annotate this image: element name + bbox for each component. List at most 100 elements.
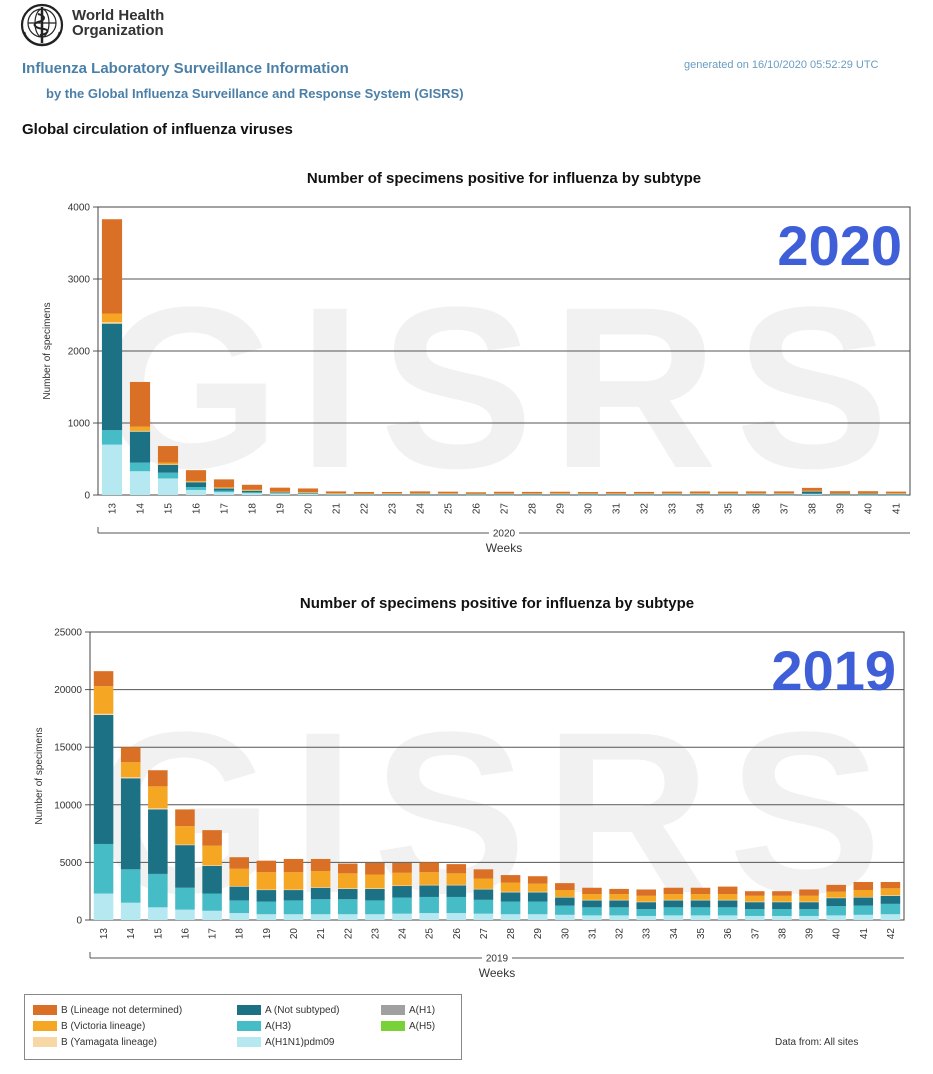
bar-segment-b-victoria [353, 493, 375, 494]
bar-segment-b-yamagata [283, 889, 304, 891]
bar-segment-a-h3 [465, 494, 487, 495]
bar-segment-b-lineage-nd [527, 876, 548, 884]
x-tick-label: 16 [180, 928, 191, 940]
bar-segment-b-victoria [744, 895, 765, 902]
x-tick-label: 34 [669, 928, 680, 940]
bar-segment-b-yamagata [229, 886, 250, 887]
bar-segment-b-victoria [185, 480, 207, 482]
bar-segment-a-h1n1pdm09 [577, 494, 599, 496]
bar-segment-a-h1n1pdm09 [801, 494, 823, 495]
bar-segment-b-victoria [148, 786, 168, 809]
bar-segment-b-lineage-nd [717, 491, 739, 494]
bar-segment-a-h3 [93, 843, 114, 894]
bar-segment-a-not-subtyped [229, 886, 250, 901]
bar-segment-b-lineage-nd [337, 863, 358, 874]
legend-swatch [237, 1037, 261, 1048]
bar-segment-a-h1n1pdm09 [213, 492, 235, 495]
bar-segment-b-victoria [605, 493, 627, 494]
bar-segment-a-h1n1pdm09 [829, 494, 851, 496]
bar-segment-b-victoria [129, 426, 151, 431]
bar-segment-a-h1n1pdm09 [310, 914, 331, 920]
bar-segment-a-not-subtyped [744, 902, 765, 910]
legend: B (Lineage not determined) B (Victoria l… [24, 994, 462, 1060]
bar-segment-b-lineage-nd [555, 883, 575, 891]
y-axis-label: Number of specimens [34, 727, 45, 824]
bar-segment-a-not-subtyped [202, 865, 222, 894]
bar-segment-b-victoria [465, 493, 487, 494]
bar-segment-a-h1n1pdm09 [773, 494, 795, 496]
bar-segment-a-not-subtyped [826, 898, 846, 907]
x-tick-label: 13 [99, 928, 110, 940]
x-tick-label: 21 [316, 928, 327, 940]
x-tick-label: 27 [479, 928, 490, 940]
bar-segment-a-not-subtyped [717, 493, 739, 495]
year-label: 2019 [486, 954, 509, 965]
bar-segment-a-not-subtyped [801, 491, 823, 494]
bar-segment-b-lineage-nd [633, 491, 655, 494]
legend-item-a-h5: A(H5) [381, 1021, 435, 1033]
bar-segment-a-not-subtyped [269, 492, 291, 494]
x-tick-label: 28 [528, 503, 539, 515]
bar-segment-b-victoria [241, 489, 263, 491]
bar-segment-b-victoria [773, 493, 795, 494]
x-tick-label: 33 [668, 503, 679, 515]
x-tick-label: 40 [832, 928, 843, 940]
bar-segment-b-lineage-nd [409, 491, 431, 494]
bar-segment-b-lineage-nd [310, 858, 331, 872]
bar-segment-b-lineage-nd [185, 470, 207, 481]
y-tick-label: 0 [84, 491, 90, 502]
bar-segment-b-lineage-nd [148, 770, 168, 787]
bar-segment-a-h3 [297, 493, 319, 494]
bar-segment-a-h3 [437, 494, 459, 495]
bar-segment-a-not-subtyped [689, 493, 711, 495]
legend-swatch [381, 1021, 405, 1032]
bar-segment-a-h3 [745, 494, 767, 495]
legend-item-b-yamagata: B (Yamagata lineage) [33, 1037, 157, 1049]
bar-segment-a-h3 [633, 494, 655, 495]
bar-segment-a-h3 [175, 887, 195, 910]
bar-segment-a-h3 [527, 901, 548, 915]
year-label-bg [482, 952, 512, 964]
bar-segment-b-victoria [310, 871, 331, 888]
x-tick-label: 39 [805, 928, 816, 940]
x-tick-label: 24 [416, 503, 427, 515]
watermark-text: GISRS [101, 259, 907, 516]
bar-segment-b-yamagata [256, 889, 277, 891]
bar-segment-b-yamagata [582, 899, 602, 901]
bar-segment-b-lineage-nd [829, 491, 851, 493]
bar-segment-b-victoria [717, 493, 739, 494]
bar-segment-a-not-subtyped [636, 902, 657, 910]
x-tick-label: 22 [343, 928, 354, 940]
bar-segment-a-not-subtyped [473, 889, 494, 900]
bar-segment-a-h3 [689, 494, 711, 495]
bar-segment-b-yamagata [157, 464, 179, 465]
bar-segment-b-lineage-nd [493, 491, 515, 494]
bar-segment-a-not-subtyped [857, 493, 879, 495]
x-tick-label: 29 [533, 928, 544, 940]
bar-segment-b-victoria [337, 873, 358, 889]
legend-label: A(H1) [409, 1005, 436, 1016]
bar-segment-a-h3 [120, 869, 141, 903]
bar-segment-b-lineage-nd [101, 219, 123, 314]
bar-segment-b-victoria [175, 826, 195, 845]
bar-segment-b-lineage-nd [885, 491, 907, 494]
bar-segment-a-h1n1pdm09 [101, 444, 123, 495]
bar-segment-b-yamagata [880, 895, 901, 896]
chart-2020: Number of specimens positive for influen… [42, 170, 911, 555]
bar-segment-b-lineage-nd [717, 886, 738, 895]
bar-segment-b-victoria [437, 493, 459, 494]
bar-segment-b-lineage-nd [256, 860, 277, 873]
bar-segment-a-h3 [157, 472, 179, 479]
bar-segment-a-h3 [353, 494, 375, 495]
bar-segment-b-victoria [549, 493, 571, 494]
bar-segment-b-victoria [663, 894, 684, 900]
bar-segment-a-not-subtyped [365, 888, 385, 901]
bar-segment-a-h1n1pdm09 [885, 494, 907, 496]
x-tick-label: 36 [723, 928, 734, 940]
x-tick-label: 33 [642, 928, 653, 940]
plot-frame [89, 631, 905, 921]
x-tick-label: 18 [235, 928, 246, 940]
bar-segment-a-h1n1pdm09 [269, 493, 291, 495]
bar-segment-b-yamagata [310, 887, 331, 888]
bar-segment-a-not-subtyped [157, 464, 179, 473]
